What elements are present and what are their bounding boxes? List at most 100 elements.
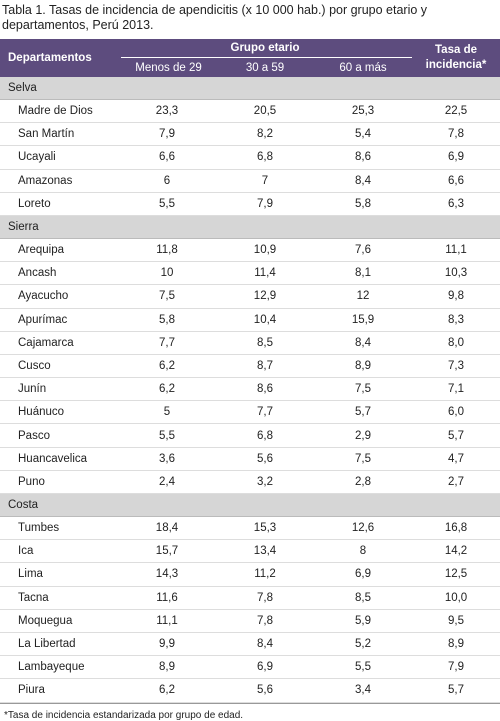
data-row: Lima 14,3 11,2 6,9 12,5 (0, 562, 500, 587)
department-name: Tacna (0, 586, 118, 610)
rate-cell: 6,0 (412, 400, 500, 425)
rate-cell: 10,4 (216, 308, 314, 332)
rate-cell: 8,5 (216, 331, 314, 355)
rate-cell: 2,7 (412, 470, 500, 495)
department-name: Arequipa (0, 238, 118, 263)
department-name: Pasco (0, 423, 118, 448)
rate-cell: 7,5 (314, 447, 413, 471)
header-cell: Menos de 29 (115, 57, 216, 77)
rate-cell: 6,9 (412, 145, 500, 170)
rate-cell: 7,7 (118, 331, 216, 355)
rate-cell: 6,2 (118, 678, 216, 703)
rate-cell: 12,9 (216, 284, 314, 309)
data-row: La Libertad 9,9 8,4 5,2 8,9 (0, 632, 500, 657)
rate-cell: 2,4 (118, 470, 216, 495)
data-row: Tumbes 18,4 15,3 12,6 16,8 (0, 516, 500, 541)
rate-cell: 6,6 (118, 145, 216, 170)
rate-cell: 9,5 (412, 609, 500, 633)
rate-cell: 5,9 (314, 609, 413, 633)
department-name: Ayacucho (0, 284, 118, 309)
department-name: Moquegua (0, 609, 118, 633)
rate-cell: 6,6 (412, 169, 500, 193)
department-name: Puno (0, 470, 118, 495)
rate-cell: 11,4 (216, 261, 314, 286)
data-row: San Martín 7,9 8,2 5,4 7,8 (0, 122, 500, 147)
rate-cell: 11,8 (118, 238, 216, 263)
rate-cell: 7,9 (216, 192, 314, 216)
rate-cell: 12 (314, 284, 413, 309)
rate-cell: 15,9 (314, 308, 413, 332)
rate-cell: 8,4 (314, 331, 413, 355)
section-row: Selva (0, 77, 500, 100)
rate-cell: 5,4 (314, 122, 413, 147)
department-name: Loreto (0, 192, 118, 216)
table-title: Tabla 1. Tasas de incidencia de apendici… (2, 3, 428, 32)
rate-cell: 13,4 (216, 539, 314, 564)
rate-cell: 6,2 (118, 354, 216, 379)
rate-cell: 5,6 (216, 447, 314, 471)
rate-cell: 6,8 (216, 423, 314, 448)
rate-cell: 7 (216, 169, 314, 193)
data-table: Departamentos Grupo etario Tasa de incid… (0, 39, 500, 703)
rate-cell: 11,1 (118, 609, 216, 633)
rate-cell: 5,7 (412, 678, 500, 703)
rate-cell: 5,5 (118, 423, 216, 448)
rate-cell: 20,5 (216, 99, 314, 124)
department-name: Huancavelica (0, 447, 118, 471)
data-row: Ayacucho 7,5 12,9 12 9,8 (0, 284, 500, 309)
header-cell: 30 a 59 (216, 57, 314, 77)
rate-cell: 5,5 (118, 192, 216, 216)
data-row: Tacna 11,6 7,8 8,5 10,0 (0, 586, 500, 610)
rate-cell: 7,9 (412, 655, 500, 680)
rate-cell: 22,5 (412, 99, 500, 124)
department-name: Tumbes (0, 516, 118, 541)
rate-cell: 11,6 (118, 586, 216, 610)
rate-cell: 10,9 (216, 238, 314, 263)
rate-cell: 3,6 (118, 447, 216, 471)
rate-cell: 2,9 (314, 423, 413, 448)
data-row: Arequipa 11,8 10,9 7,6 11,1 (0, 238, 500, 263)
data-row: Huancavelica 3,6 5,6 7,5 4,7 (0, 447, 500, 471)
rate-cell: 12,6 (314, 516, 413, 541)
header-cell: Departamentos (0, 39, 118, 77)
data-row: Cusco 6,2 8,7 8,9 7,3 (0, 354, 500, 379)
rate-cell: 10,3 (412, 261, 500, 286)
rate-cell: 5 (118, 400, 216, 425)
rate-cell: 25,3 (314, 99, 413, 124)
rate-cell: 7,7 (216, 400, 314, 425)
section-row: Sierra (0, 215, 500, 239)
rate-cell: 15,3 (216, 516, 314, 541)
data-row: Ancash 10 11,4 8,1 10,3 (0, 261, 500, 286)
department-name: Ica (0, 539, 118, 564)
department-name: Amazonas (0, 169, 118, 193)
data-row: Huánuco 5 7,7 5,7 6,0 (0, 400, 500, 425)
rate-cell: 7,1 (412, 377, 500, 402)
department-name: San Martín (0, 122, 118, 147)
rate-cell: 7,6 (314, 238, 413, 263)
header-cell: Tasa de incidencia* (412, 39, 500, 77)
rate-cell: 8,6 (216, 377, 314, 402)
rate-cell: 8,9 (118, 655, 216, 680)
rate-cell: 6,2 (118, 377, 216, 402)
rate-cell: 8,6 (314, 145, 413, 170)
data-row: Puno 2,4 3,2 2,8 2,7 (0, 470, 500, 495)
rate-cell: 8,9 (314, 354, 413, 379)
data-row: Piura 6,2 5,6 3,4 5,7 (0, 678, 500, 703)
data-row: Moquegua 11,1 7,8 5,9 9,5 (0, 609, 500, 633)
rate-cell: 4,7 (412, 447, 500, 471)
data-row: Cajamarca 7,7 8,5 8,4 8,0 (0, 331, 500, 355)
data-row: Amazonas 6 7 8,4 6,6 (0, 169, 500, 193)
rate-cell: 5,7 (314, 400, 413, 425)
department-name: Ucayali (0, 145, 118, 170)
rate-cell: 5,6 (216, 678, 314, 703)
rate-cell: 5,8 (314, 192, 413, 216)
footnote: *Tasa de incidencia estandarizada por gr… (0, 702, 500, 721)
department-name: Cusco (0, 354, 118, 379)
rate-cell: 8,1 (314, 261, 413, 286)
department-name: Ancash (0, 261, 118, 286)
rate-cell: 2,8 (314, 470, 413, 495)
section-name: Selva (0, 77, 500, 100)
rate-cell: 18,4 (118, 516, 216, 541)
data-row: Ica 15,7 13,4 8 14,2 (0, 539, 500, 564)
rate-cell: 3,2 (216, 470, 314, 495)
